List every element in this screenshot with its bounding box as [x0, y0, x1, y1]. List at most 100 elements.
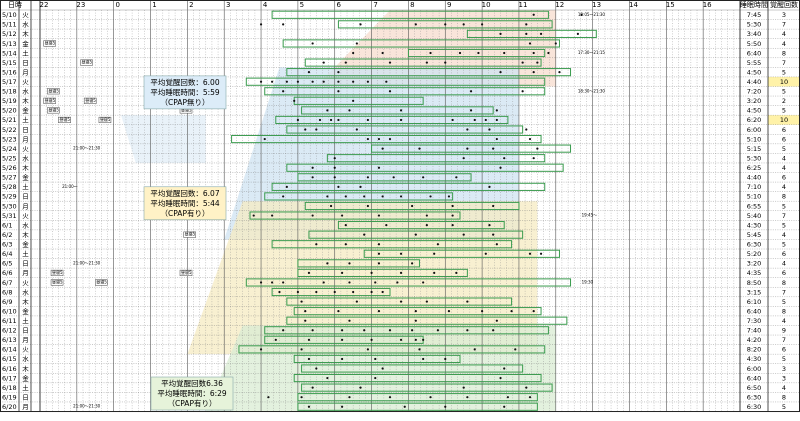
wake-count-value: 4	[782, 317, 786, 325]
wake-dot	[418, 348, 421, 351]
wake-dot	[503, 157, 506, 160]
wake-dot	[422, 357, 425, 361]
wake-dot	[311, 329, 314, 332]
sleep-bar	[286, 163, 564, 172]
nap-mark	[47, 107, 60, 114]
sleep-time-value: 6:40	[747, 374, 762, 382]
wake-dot	[484, 118, 487, 122]
wake-count-value: 5	[782, 107, 786, 115]
sleep-time-value: 6:20	[747, 116, 762, 124]
wake-dot	[300, 300, 303, 303]
wake-dot	[377, 137, 381, 141]
wake-dot	[344, 224, 347, 227]
hour-label: 4	[263, 1, 268, 9]
wake-dot	[259, 281, 263, 284]
wake-dot	[329, 118, 333, 122]
sleep-bar	[271, 240, 513, 249]
wake-dot	[377, 166, 381, 169]
wake-dot	[399, 300, 403, 303]
date-label: 5/25	[2, 154, 17, 162]
wake-dot	[366, 80, 369, 83]
wake-dot	[492, 147, 495, 150]
wake-count-value: 3	[782, 374, 786, 382]
wake-count-value: 3	[782, 365, 786, 373]
summary-avg-wakes: 平均覚醒回数：6.07	[150, 188, 219, 198]
weekday-label: 水	[22, 287, 29, 296]
wake-count-value: 5	[782, 202, 786, 210]
sleep-time-value: 7:20	[747, 88, 762, 96]
wake-dot	[399, 109, 403, 112]
wake-dot	[377, 310, 381, 313]
wake-dot	[532, 51, 535, 55]
wake-dot	[300, 348, 303, 351]
hour-label: 0	[115, 1, 119, 9]
date-label: 5/24	[2, 145, 17, 153]
wake-count-value: 7	[782, 288, 786, 296]
wake-count-value: 5	[782, 298, 786, 306]
wake-dot	[521, 90, 524, 93]
sleep-bar	[301, 364, 524, 373]
wake-dot	[547, 51, 550, 55]
wake-dot	[399, 118, 403, 122]
wake-dot	[528, 252, 532, 255]
wake-dot	[503, 51, 506, 55]
wake-dot	[381, 195, 384, 198]
wake-dot	[532, 13, 535, 16]
sleep-time-value: 7:10	[747, 183, 762, 191]
date-label: 6/1	[2, 221, 12, 229]
wake-dot	[536, 147, 539, 150]
sleep-time-value: 4:20	[747, 336, 762, 344]
sleep-bar	[297, 393, 538, 402]
sleep-time-value: 5:50	[747, 40, 762, 48]
hour-label: 10	[482, 1, 491, 9]
date-header: 日時	[8, 1, 22, 9]
sleep-bar	[264, 326, 549, 335]
hour-label: 6	[337, 1, 342, 9]
weekday-label: 土	[22, 115, 29, 124]
date-label: 5/26	[2, 164, 17, 172]
weekday-label: 日	[22, 260, 29, 268]
wake-dot	[462, 157, 465, 160]
wake-dot	[311, 80, 314, 83]
wake-dot	[344, 195, 347, 198]
sleep-bar	[293, 354, 461, 364]
wake-dot	[495, 319, 498, 322]
wake-count-value: 6	[782, 174, 786, 182]
weekday-label: 木	[22, 163, 29, 172]
wake-dot	[455, 271, 458, 274]
wake-count-value: 7	[782, 59, 786, 67]
weekday-label: 水	[22, 354, 29, 363]
wake-dot	[532, 310, 535, 313]
weekday-label: 月	[22, 403, 29, 411]
wake-dot	[399, 252, 403, 255]
wake-dot	[282, 23, 285, 26]
wake-count-value: 6	[782, 250, 786, 258]
sleep-bar	[466, 29, 597, 38]
date-label: 6/11	[2, 317, 17, 325]
bedtime-label: 21:00～21:30	[73, 146, 101, 151]
wake-dot	[525, 128, 528, 131]
wake-dot	[458, 51, 462, 55]
weekday-label: 金	[22, 240, 29, 249]
wake-dot	[499, 166, 502, 169]
wake-dot	[462, 386, 465, 389]
summary-avg-sleep: 平均睡眠時間：6:29	[157, 388, 227, 398]
wake-count-value: 5	[782, 403, 786, 411]
wake-count-value: 5	[782, 145, 786, 153]
wake-count-header: 覚醒回数	[770, 0, 798, 9]
wake-dot	[271, 80, 274, 83]
wake-dot	[333, 157, 336, 160]
wake-dot	[359, 23, 362, 26]
wake-dot	[271, 214, 274, 217]
wake-count-value: 3	[782, 11, 786, 19]
wake-count-value: 6	[782, 269, 786, 277]
wake-dot	[337, 118, 340, 122]
nap-mark	[83, 97, 97, 104]
wake-dot	[528, 42, 532, 45]
summary-box	[143, 186, 227, 221]
wake-dot	[333, 290, 336, 294]
wake-dot	[348, 262, 351, 265]
wake-dot	[307, 271, 311, 274]
sleep-time-value: 4:30	[747, 221, 762, 229]
wake-dot	[539, 252, 543, 255]
